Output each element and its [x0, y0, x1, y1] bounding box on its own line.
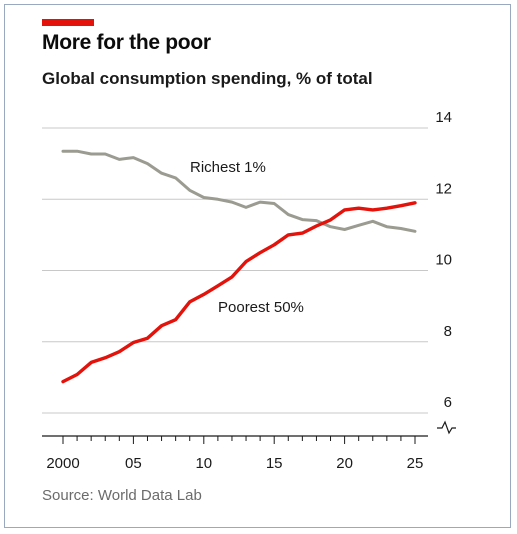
- accent-bar: [42, 19, 94, 26]
- gridlines: [42, 127, 428, 414]
- x-tick-label-20: 20: [336, 455, 353, 472]
- x-tick-label-10: 10: [195, 455, 212, 472]
- y-tick-label-14: 14: [435, 109, 452, 126]
- y-tick-label-10: 10: [435, 252, 452, 269]
- series-labels: Richest 1% Poorest 50%: [190, 159, 304, 316]
- x-tick-label-2000: 2000: [46, 455, 79, 472]
- x-tick-label-15: 15: [266, 455, 283, 472]
- axis-break-icon: [437, 420, 456, 435]
- series-line-richest-1: [61, 149, 417, 233]
- series-line-poorest-50: [61, 201, 417, 384]
- source-note: Source: World Data Lab: [42, 487, 202, 504]
- series-label-richest: Richest 1%: [190, 159, 266, 176]
- x-axis: 2000 05 10 15 20 25: [42, 435, 428, 472]
- y-tick-label-8: 8: [444, 323, 452, 340]
- y-tick-label-6: 6: [444, 394, 452, 411]
- chart-subtitle: Global consumption spending, % of total: [42, 69, 373, 88]
- y-axis-labels: 6 8 10 12 14: [435, 109, 456, 435]
- chart-title: More for the poor: [42, 31, 211, 54]
- series-label-poorest: Poorest 50%: [218, 299, 304, 316]
- x-tick-label-05: 05: [125, 455, 142, 472]
- x-tick-label-25: 25: [407, 455, 424, 472]
- y-tick-label-12: 12: [435, 180, 452, 197]
- chart-frame: [4, 4, 511, 528]
- series-lines: [61, 149, 417, 384]
